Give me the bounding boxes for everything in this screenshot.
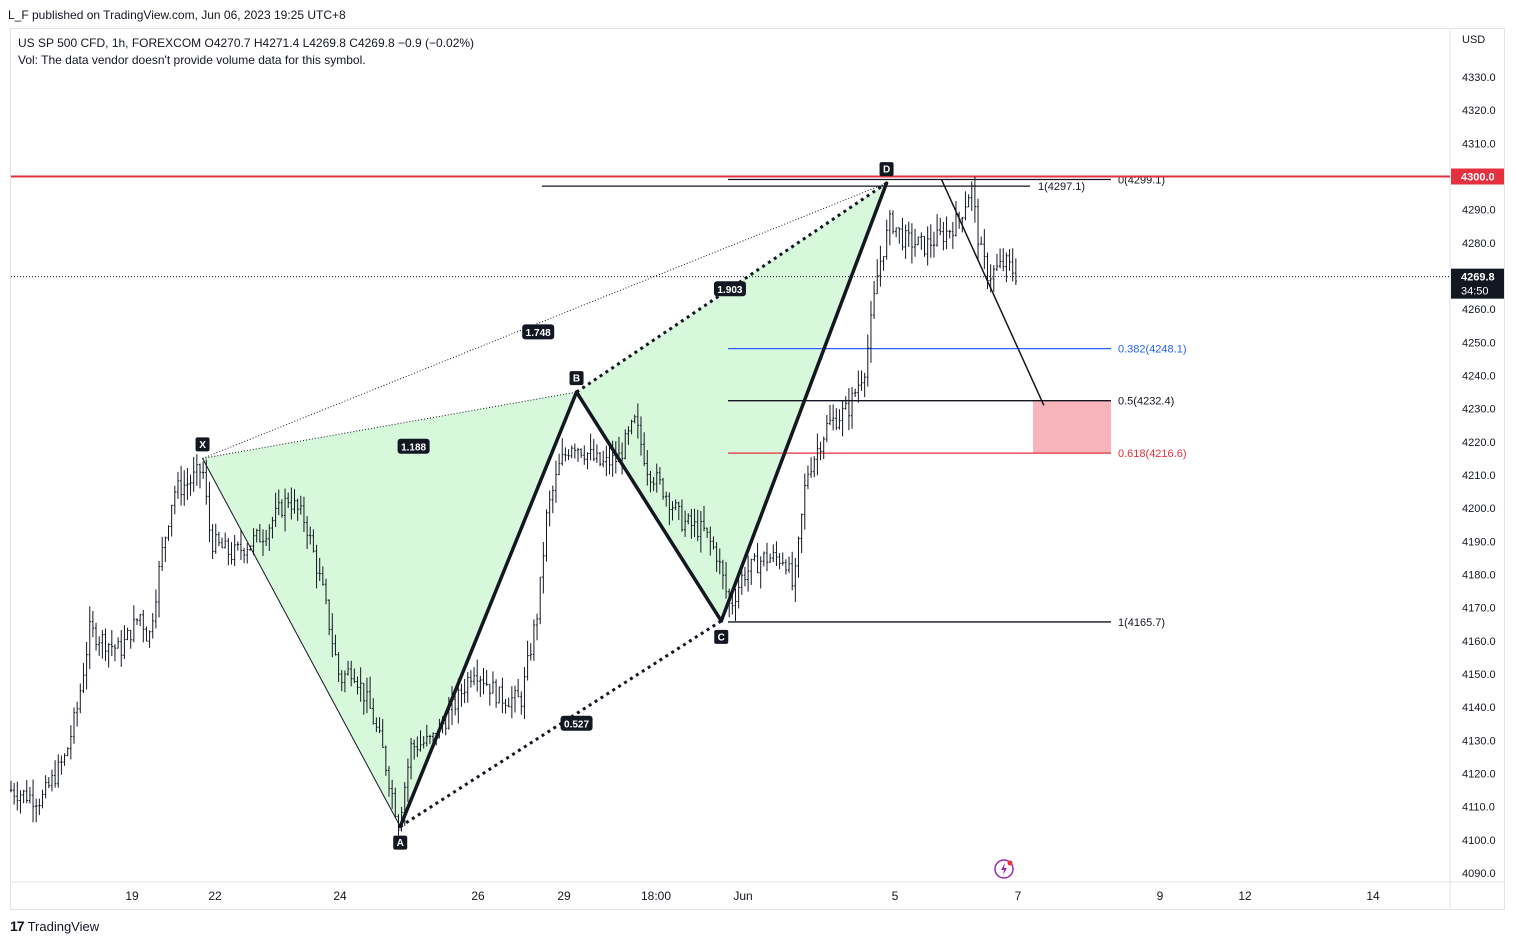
price-tick-label: 4120.0 [1462,769,1496,781]
chart-frame [10,28,1505,910]
symbol-ohlc-line: US SP 500 CFD, 1h, FOREXCOM O4270.7 H427… [18,36,475,50]
fib-level-label: 0.618(4216.6) [1118,448,1187,460]
currency-label: USD [1462,34,1486,46]
lightning-icon[interactable] [993,858,1015,880]
projection-line[interactable] [940,179,1045,406]
ratio-badge [560,715,593,731]
time-tick-label: 14 [1366,889,1380,903]
ratio-badge [713,281,746,297]
ratio-label: 0.527 [564,719,589,730]
pattern-leg-ab [398,390,579,829]
tradingview-logo-icon: 17 [10,918,25,934]
time-axis: 19 22 24 26 29 18:00 Jun 5 7 9 12 14 [125,889,1380,903]
price-area: 0(4299.1)1(4297.1)0.382(4248.1)0.5(4232.… [9,30,1504,910]
pattern-triangle-xab [202,392,577,827]
fib-level-label: 0.382(4248.1) [1118,344,1187,356]
point-label-b: B [573,374,580,385]
ratio-label: 1.188 [401,442,426,453]
pattern-leg-cd [719,181,889,623]
price-tick-label: 4200.0 [1462,503,1496,515]
current-price-label: 4269.8 [1461,272,1495,284]
point-label-d: D [883,165,890,176]
ratio-label: 1.903 [717,285,742,296]
ratio-badge [522,324,555,340]
level-price-label: 4300.0 [1461,172,1495,184]
pattern-triangle-bcd [576,183,887,621]
level-price-badge [1451,168,1504,185]
price-tick-label: 4210.0 [1462,470,1496,482]
footer-brand[interactable]: 17 TradingView [10,918,99,934]
price-tick-label: 4220.0 [1462,437,1496,449]
pattern-leg-bc [574,390,723,623]
point-badge-a[interactable] [393,835,408,850]
price-tick-label: 4310.0 [1462,138,1496,150]
current-price-badge [1451,268,1504,299]
price-tick-label: 4260.0 [1462,304,1496,316]
price-axis: 4090.0 4100.0 4110.0 4120.0 4130.0 4140.0 4150… [1451,72,1504,880]
point-label-c: C [718,632,725,643]
price-tick-label: 4290.0 [1462,205,1496,217]
price-tick-label: 4090.0 [1462,868,1496,880]
price-tick-label: 4170.0 [1462,603,1496,615]
footer-brand-label: TradingView [27,918,100,934]
price-tick-label: 4230.0 [1462,404,1496,416]
price-tick-label: 4150.0 [1462,669,1496,681]
volume-note: Vol: The data vendor doesn't provide vol… [18,53,366,67]
time-tick-label: 5 [892,889,899,903]
symbol-legend[interactable]: US SP 500 CFD, 1h, FOREXCOM O4270.7 H427… [18,35,474,69]
price-tick-label: 4330.0 [1462,72,1496,84]
price-tick-label: 4240.0 [1462,371,1496,383]
xb-ratio-line [202,391,577,459]
time-tick-label: Jun [733,889,752,903]
time-tick-label: 19 [125,889,139,903]
time-tick-label: 18:00 [641,889,671,903]
price-tick-label: 4180.0 [1462,570,1496,582]
price-tick-label: 4320.0 [1462,105,1496,117]
price-tick-label: 4110.0 [1462,802,1495,814]
countdown-label: 34:50 [1461,286,1489,298]
point-badge-d[interactable] [879,162,894,177]
price-tick-label: 4100.0 [1462,835,1496,847]
price-tick-label: 4280.0 [1462,238,1496,250]
price-tick-label: 4250.0 [1462,337,1496,349]
price-tick-label: 4160.0 [1462,636,1496,648]
time-tick-label: 29 [557,889,571,903]
candlestick-series [9,176,1018,836]
time-tick-label: 9 [1157,889,1164,903]
fib-level-label: 0.5(4232.4) [1118,396,1174,408]
fib-level-label: 1(4297.1) [1038,181,1085,193]
target-zone[interactable] [1033,400,1111,454]
price-tick-label: 4190.0 [1462,536,1496,548]
point-label-x: X [199,440,206,451]
ratio-label: 1.748 [526,328,551,339]
fib-level-label: 1(4165.7) [1118,617,1165,629]
time-tick-label: 22 [208,889,222,903]
ratio-badge [397,438,430,454]
time-tick-label: 26 [471,889,485,903]
time-tick-label: 12 [1238,889,1252,903]
point-label-a: A [397,838,404,849]
publisher-caption: L_F published on TradingView.com, Jun 06… [8,8,346,22]
point-badge-b[interactable] [569,371,584,386]
point-badge-x[interactable] [195,437,210,452]
pattern-leg-xa [202,457,401,828]
time-tick-label: 24 [333,889,347,903]
time-tick-label: 7 [1015,889,1022,903]
point-badge-c[interactable] [714,629,729,644]
price-tick-label: 4140.0 [1462,702,1496,714]
price-tick-label: 4130.0 [1462,735,1496,747]
